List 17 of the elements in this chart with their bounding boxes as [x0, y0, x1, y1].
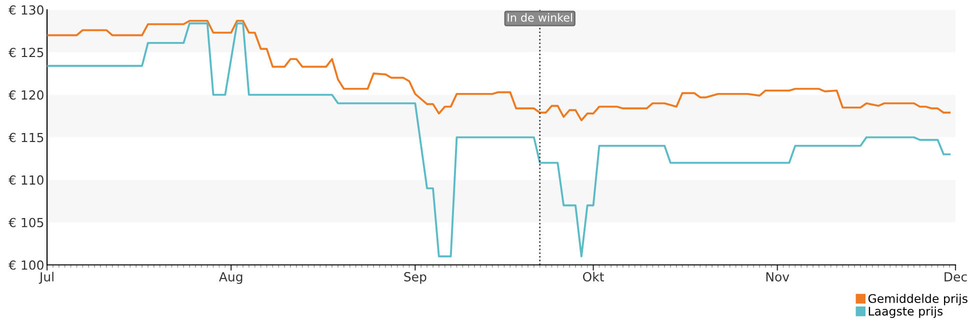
y-tick-label: € 130 [8, 5, 44, 15]
x-tick-label: Nov [766, 272, 790, 282]
y-tick-label: € 115 [8, 132, 44, 142]
legend-label: Gemiddelde prijs [868, 294, 968, 306]
x-tick-label: Okt [583, 272, 604, 282]
y-tick-label: € 100 [8, 260, 44, 270]
y-tick-label: € 110 [8, 175, 44, 185]
y-tick-label: € 105 [8, 218, 44, 228]
x-tick-label: Dec [944, 272, 967, 282]
line-series [47, 22, 951, 258]
y-tick-label: € 120 [8, 90, 44, 100]
x-tick-label: Aug [219, 272, 242, 284]
legend-label: Laagste prijs [868, 306, 943, 318]
x-tick-label: Jul [38, 272, 54, 284]
x-tick-label: Sep [404, 272, 426, 284]
y-tick-label: € 125 [8, 48, 44, 58]
ref-line-label: In de winkel [508, 13, 572, 22]
